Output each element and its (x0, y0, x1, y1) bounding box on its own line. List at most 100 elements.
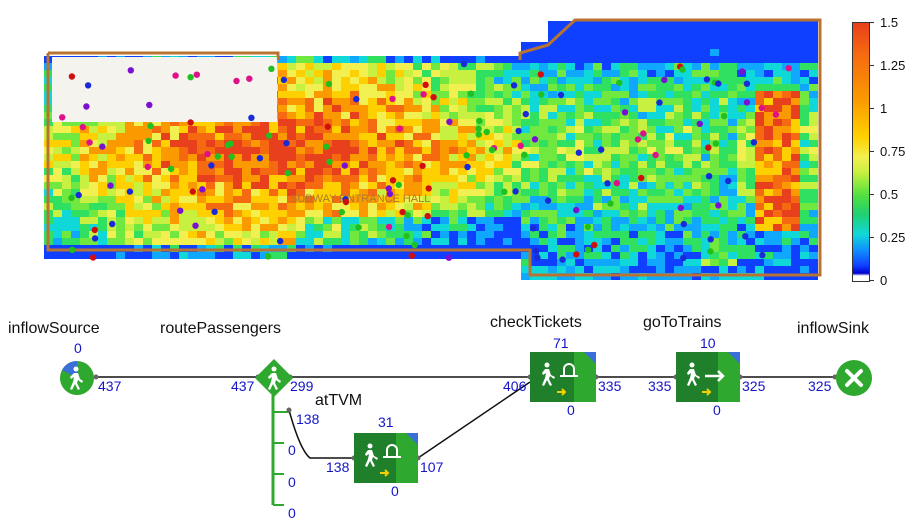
pedestrian-dot (233, 77, 240, 85)
heatmap-walls (46, 18, 822, 277)
pedestrian-dot (399, 208, 406, 216)
pedestrian-dot (538, 91, 545, 98)
pedestrian-dot (446, 118, 453, 126)
empty-area (52, 57, 277, 122)
pedestrian-dot (167, 165, 175, 172)
goToTrains-block[interactable] (676, 352, 740, 402)
pedestrian-dot (86, 139, 93, 146)
pedestrian-dot (680, 220, 687, 228)
service-icon (365, 443, 401, 467)
pedestrian-dot (256, 155, 264, 162)
pedestrian-dot (575, 149, 582, 156)
pedestrian-dot (703, 76, 711, 83)
pedestrian-dot (147, 122, 154, 130)
goToTrains-out: 325 (742, 378, 766, 394)
pedestrian-dot (725, 177, 732, 185)
pedestrian-dot (396, 125, 403, 132)
pedestrian-dot (325, 80, 333, 88)
atTVM-block[interactable] (354, 433, 418, 483)
pedestrian-dot (534, 254, 541, 261)
routePassengers-out-main: 299 (290, 378, 314, 394)
pedestrian-dot (355, 224, 362, 231)
routePassengers-out1: 138 (296, 411, 320, 427)
legend-tick: 0.75 (880, 144, 906, 159)
pedestrian-dot (109, 220, 116, 228)
pedestrian-dot (99, 143, 106, 150)
pedestrian-dot (759, 251, 766, 259)
pedestrian-dot (476, 117, 483, 125)
pedestrian-dot (389, 95, 396, 103)
pedestrian-dot (79, 123, 87, 131)
pedestrian-dot (607, 200, 614, 207)
pedestrian-dot (467, 90, 475, 97)
pedestrian-dot (517, 142, 524, 149)
pedestrian-dot (616, 79, 623, 87)
pedestrian-dot (126, 188, 134, 195)
pedestrian-dot (89, 254, 97, 261)
pedestrian-dot (696, 120, 703, 128)
pedestrian-dot (640, 130, 647, 137)
pedestrian-dot (677, 204, 684, 211)
pedestrian-dot (420, 91, 427, 98)
pedestrian-dot (510, 82, 518, 89)
pedestrian-dot (604, 180, 611, 187)
pedestrian-dot (652, 151, 659, 159)
pedestrian-dot (208, 162, 215, 169)
pedestrian-dot (146, 101, 153, 109)
inflowSource-block[interactable] (59, 360, 95, 396)
pedestrian-dot (69, 246, 76, 253)
pedestrian-dot (144, 163, 151, 170)
pedestrian-dot (584, 223, 592, 231)
checkTickets-in: 406 (503, 378, 527, 394)
pedestrian-dot (591, 241, 598, 249)
pedestrian-dot (177, 207, 184, 214)
pedestrian-dot (531, 136, 539, 143)
pedestrian-dot (679, 66, 686, 73)
service-icon (542, 362, 578, 386)
goToTrains-in: 335 (648, 378, 672, 394)
pedestrian-dot (464, 163, 471, 171)
checkTickets-block[interactable] (530, 352, 596, 402)
checkTickets-label: checkTickets (490, 314, 582, 331)
pedestrian-dot (559, 256, 566, 263)
atTVM-bottom: 0 (391, 483, 399, 499)
density-heatmap: SUBWAY ENTRANCE HALL (44, 18, 822, 280)
pedestrian-dot (189, 188, 196, 195)
pedestrian-dot (266, 132, 273, 139)
pedestrian-dot (193, 71, 200, 78)
pedestrian-dot (422, 81, 429, 89)
pedestrian-icon (70, 366, 83, 390)
hall-label: SUBWAY ENTRANCE HALL (290, 193, 430, 205)
routePassengers-block[interactable] (254, 358, 294, 398)
pedestrian-dot (743, 80, 751, 87)
pedestrian-dot (613, 179, 621, 187)
pedestrian-dot (127, 67, 134, 74)
pedestrian-dot (107, 182, 114, 189)
pedestrian-dot (515, 127, 522, 135)
pedestrian-dots (59, 60, 792, 263)
pedestrian-dot (353, 96, 360, 103)
pedestrian-dot (712, 140, 720, 147)
checkTickets-bottom: 0 (567, 402, 575, 418)
inflowSink-block[interactable] (835, 359, 873, 397)
close-icon (845, 369, 863, 387)
atTVM-in: 138 (326, 459, 350, 475)
atTVM-out: 107 (420, 459, 444, 475)
routePassengers-out2: 0 (288, 442, 296, 458)
routePassengers-label: routePassengers (160, 320, 281, 337)
pedestrian-dot (404, 212, 411, 219)
arrow-icon (702, 388, 712, 396)
pedestrian-dot (475, 125, 482, 132)
pedestrian-dot (772, 111, 780, 118)
pedestrian-dot (199, 186, 206, 193)
pedestrian-dot (705, 144, 712, 151)
inflowSource-count: 0 (74, 340, 82, 356)
goToTrains-bottom: 0 (713, 402, 721, 418)
legend-tick: 1.5 (880, 15, 899, 30)
pedestrian-dot (680, 254, 687, 262)
pedestrian-dot (338, 208, 345, 216)
arrow-icon (380, 469, 390, 477)
inflowSink-in: 325 (808, 378, 832, 394)
pedestrian-dot (84, 82, 92, 89)
